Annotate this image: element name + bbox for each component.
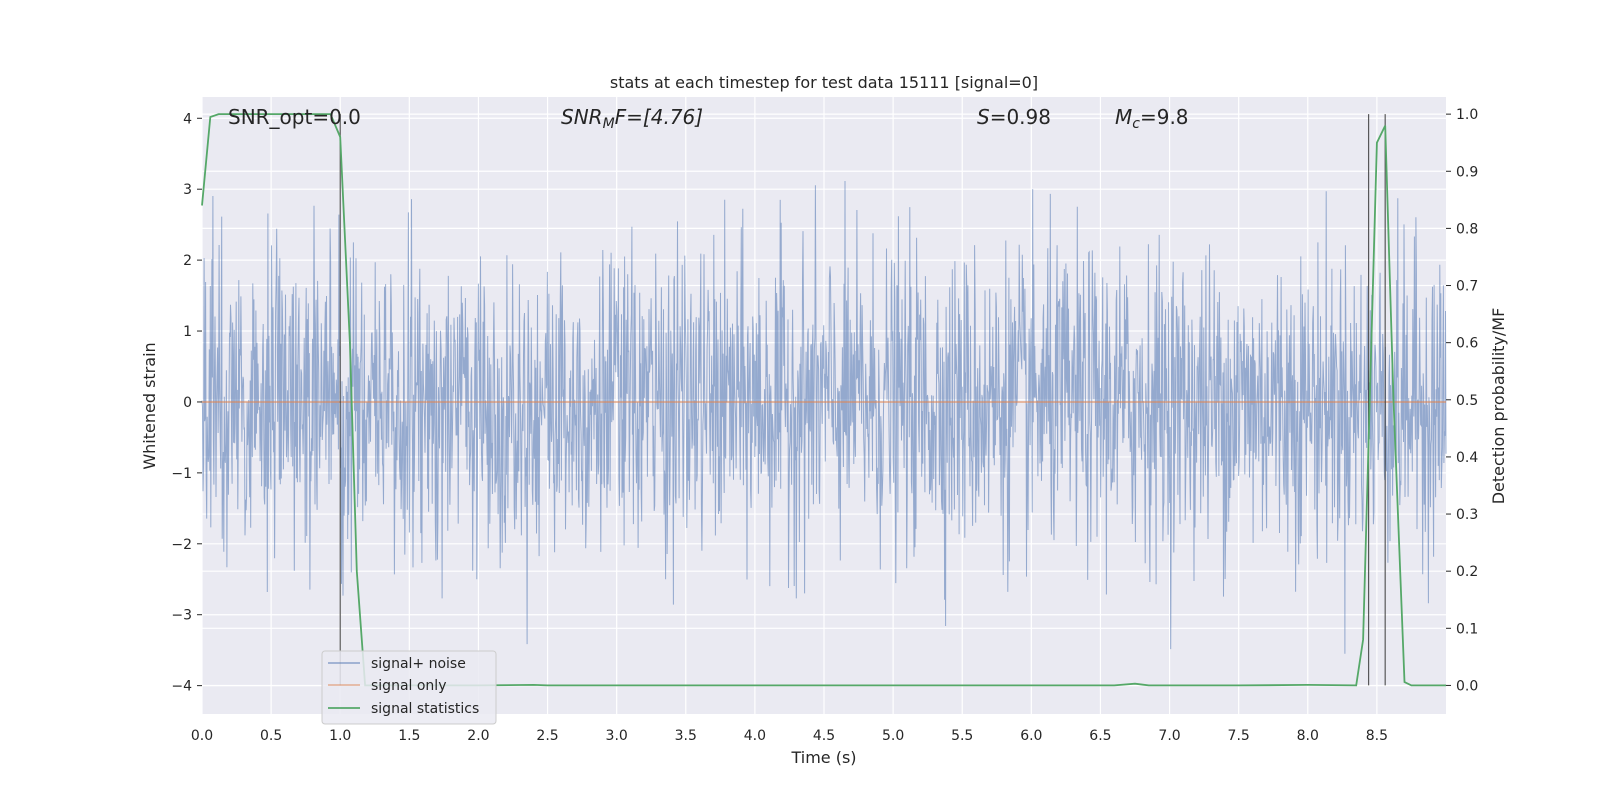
annotation-snr-opt: SNR_opt=0.0 <box>228 105 361 129</box>
x-tick-label: 4.0 <box>744 728 766 744</box>
legend-label-signal-statistics: signal statistics <box>371 701 479 717</box>
x-tick-label: 3.0 <box>606 728 628 744</box>
x-tick-label: 8.0 <box>1297 728 1319 744</box>
y-tick-right-label: 0.7 <box>1456 279 1478 295</box>
y-tick-right-label: 0.1 <box>1456 621 1478 637</box>
x-tick-label: 5.0 <box>882 728 904 744</box>
signal-statistics-line <box>201 113 1446 687</box>
y-axis-left-label: Whitened strain <box>140 342 159 469</box>
legend-label-signal-noise: signal+ noise <box>371 656 466 672</box>
x-tick-label: 4.5 <box>813 728 835 744</box>
series-signal-noise <box>201 180 1447 654</box>
x-tick-label: 2.5 <box>536 728 558 744</box>
y-tick-left-label: −4 <box>171 679 192 695</box>
x-tick-label: 0.5 <box>260 728 282 744</box>
x-tick-label: 6.0 <box>1020 728 1042 744</box>
annotation-snr-mf: SNRMF=[4.76] <box>561 105 703 132</box>
x-tick-label: 1.0 <box>329 728 351 744</box>
legend-label-signal-only: signal only <box>371 678 446 694</box>
signal-noise-line <box>201 180 1447 654</box>
series-signal-statistics <box>201 113 1446 687</box>
x-tick-label: 6.5 <box>1089 728 1111 744</box>
legend-box <box>321 650 497 725</box>
y-tick-left-label: 4 <box>183 111 192 127</box>
y-tick-right-label: 0.2 <box>1456 564 1478 580</box>
chart-title: stats at each timestep for test data 151… <box>610 73 1038 92</box>
y-axis-left-ticks: −4 −3 −2 −1 0 1 2 3 4 <box>171 111 202 695</box>
x-tick-label: 7.5 <box>1228 728 1250 744</box>
y-tick-left-label: 0 <box>183 395 192 411</box>
x-tick-label: 0.0 <box>191 728 213 744</box>
y-tick-right-label: 1.0 <box>1456 107 1478 123</box>
y-tick-right-label: 0.6 <box>1456 336 1478 352</box>
annotation-mc: Mc=9.8 <box>1115 105 1189 132</box>
x-tick-label: 1.5 <box>398 728 420 744</box>
y-tick-right-label: 0.3 <box>1456 507 1478 523</box>
y-tick-right-label: 0.4 <box>1456 450 1478 466</box>
y-tick-right-label: 0.8 <box>1456 221 1478 237</box>
y-tick-left-label: −3 <box>171 608 192 624</box>
y-tick-right-label: 0.0 <box>1456 678 1478 694</box>
x-tick-label: 3.5 <box>675 728 697 744</box>
y-tick-right-label: 0.5 <box>1456 393 1478 409</box>
x-tick-label: 2.0 <box>467 728 489 744</box>
annotation-s: S=0.98 <box>977 105 1051 129</box>
x-tick-label: 5.5 <box>951 728 973 744</box>
legend: signal+ noise signal only signal statist… <box>321 650 497 725</box>
vertical-markers <box>339 114 1386 686</box>
y-axis-right-ticks: 0.0 0.1 0.2 0.3 0.4 0.5 0.6 0.7 0.8 0.9 1.0 <box>1446 107 1478 694</box>
y-axis-right-label: Detection probability/MF <box>1489 308 1508 505</box>
y-tick-left-label: −2 <box>171 537 192 553</box>
y-tick-left-label: 3 <box>183 182 192 198</box>
x-axis-label: Time (s) <box>790 748 856 767</box>
x-tick-label: 8.5 <box>1366 728 1388 744</box>
x-tick-label: 7.0 <box>1158 728 1180 744</box>
y-tick-left-label: 2 <box>183 253 192 269</box>
y-tick-right-label: 0.9 <box>1456 164 1478 180</box>
y-tick-left-label: 1 <box>183 324 192 340</box>
y-tick-left-label: −1 <box>171 466 192 482</box>
x-axis-ticks: 0.0 0.5 1.0 1.5 2.0 2.5 3.0 3.5 4.0 4.5 5.0 5.5 6.0 6… <box>191 728 1388 744</box>
